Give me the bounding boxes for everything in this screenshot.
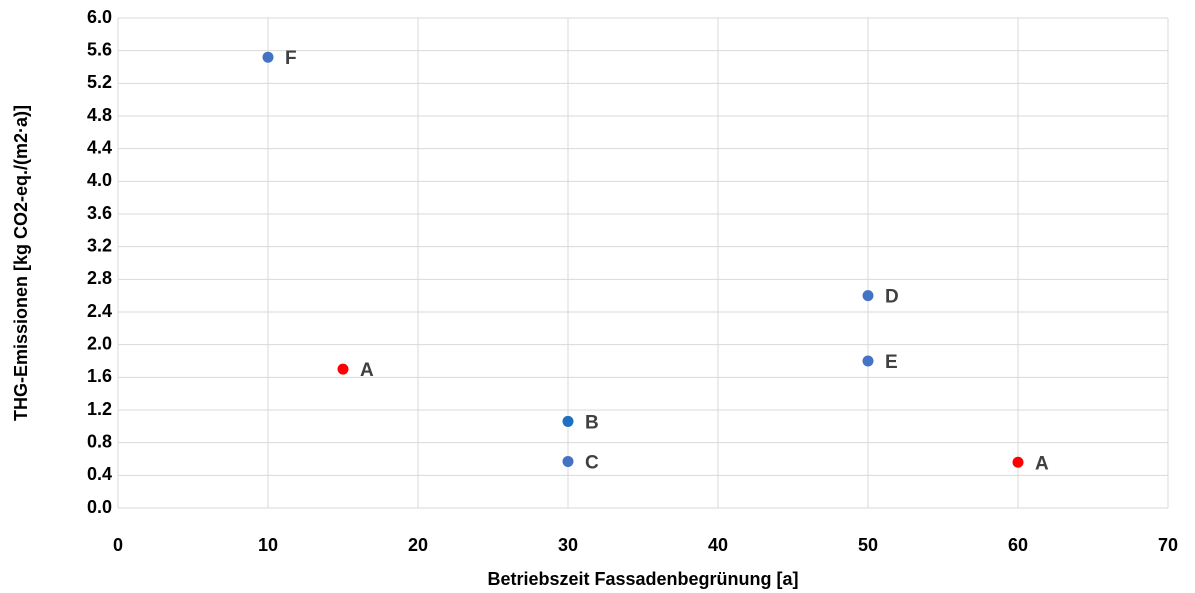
- y-tick-label: 5.2: [87, 72, 112, 92]
- y-tick-label: 6.0: [87, 7, 112, 27]
- point-label: A: [360, 360, 374, 381]
- y-tick-label: 2.8: [87, 268, 112, 288]
- point: [1012, 456, 1024, 468]
- y-tick-label: 5.6: [87, 39, 112, 59]
- y-tick-label: 4.0: [87, 170, 112, 190]
- point: [562, 415, 574, 427]
- y-tick-label: 3.2: [87, 235, 112, 255]
- y-tick-label: 4.8: [87, 105, 112, 125]
- y-tick-label: 1.6: [87, 366, 112, 386]
- y-tick-label: 2.0: [87, 333, 112, 353]
- y-tick-label: 0.8: [87, 431, 112, 451]
- point: [562, 455, 574, 467]
- y-axis-label: THG-Emissionen [kg CO2-eq./(m2·a)]: [11, 105, 31, 421]
- x-tick-label: 10: [258, 535, 278, 555]
- point: [862, 355, 874, 367]
- x-tick-label: 50: [858, 535, 878, 555]
- point-label: E: [885, 352, 898, 373]
- y-tick-label: 0.4: [87, 464, 112, 484]
- y-tick-label: 3.6: [87, 203, 112, 223]
- x-tick-label: 0: [113, 535, 123, 555]
- x-tick-label: 70: [1158, 535, 1178, 555]
- x-tick-label: 60: [1008, 535, 1028, 555]
- point-label: A: [1035, 453, 1049, 474]
- y-tick-label: 2.4: [87, 301, 112, 321]
- x-tick-label: 20: [408, 535, 428, 555]
- y-tick-label: 0.0: [87, 497, 112, 517]
- x-tick-label: 30: [558, 535, 578, 555]
- point-label: C: [585, 452, 599, 473]
- point: [262, 51, 274, 63]
- y-tick-label: 1.2: [87, 399, 112, 419]
- y-tick-label: 4.4: [87, 137, 112, 157]
- point: [862, 290, 874, 302]
- x-axis-label: Betriebszeit Fassadenbegrünung [a]: [487, 569, 798, 589]
- point-label: F: [285, 48, 297, 69]
- point-label: D: [885, 287, 899, 308]
- x-tick-label: 40: [708, 535, 728, 555]
- point-label: B: [585, 412, 599, 433]
- point: [337, 363, 349, 375]
